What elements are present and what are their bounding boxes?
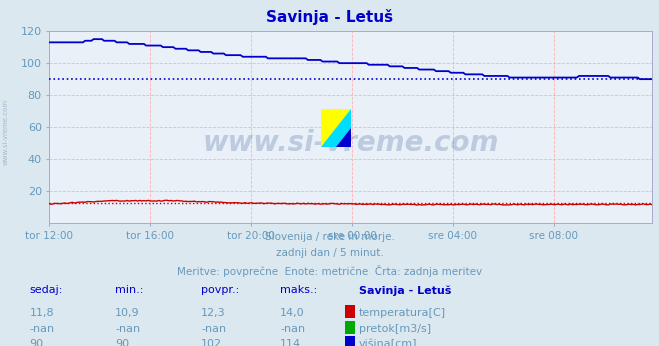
Text: sedaj:: sedaj: (30, 285, 63, 295)
Text: temperatura[C]: temperatura[C] (359, 308, 446, 318)
Text: 114: 114 (280, 339, 301, 346)
Text: višina[cm]: višina[cm] (359, 339, 418, 346)
Text: -nan: -nan (201, 324, 226, 334)
Text: www.si-vreme.com: www.si-vreme.com (2, 98, 9, 165)
Text: 14,0: 14,0 (280, 308, 304, 318)
Text: Savinja - Letuš: Savinja - Letuš (266, 9, 393, 25)
Text: -nan: -nan (280, 324, 305, 334)
Text: Savinja - Letuš: Savinja - Letuš (359, 285, 451, 296)
Text: 12,3: 12,3 (201, 308, 225, 318)
Text: 90: 90 (30, 339, 43, 346)
Text: 90: 90 (115, 339, 129, 346)
Text: 10,9: 10,9 (115, 308, 140, 318)
Text: maks.:: maks.: (280, 285, 318, 295)
Text: min.:: min.: (115, 285, 144, 295)
Text: www.si-vreme.com: www.si-vreme.com (203, 128, 499, 156)
Polygon shape (321, 109, 351, 147)
Text: pretok[m3/s]: pretok[m3/s] (359, 324, 431, 334)
Text: -nan: -nan (30, 324, 55, 334)
Polygon shape (335, 128, 351, 147)
Text: zadnji dan / 5 minut.: zadnji dan / 5 minut. (275, 248, 384, 258)
Text: 102: 102 (201, 339, 222, 346)
Text: 11,8: 11,8 (30, 308, 54, 318)
Polygon shape (321, 109, 351, 147)
Text: -nan: -nan (115, 324, 140, 334)
Text: povpr.:: povpr.: (201, 285, 239, 295)
Text: Meritve: povprečne  Enote: metrične  Črta: zadnja meritev: Meritve: povprečne Enote: metrične Črta:… (177, 265, 482, 277)
Text: Slovenija / reke in morje.: Slovenija / reke in morje. (264, 232, 395, 242)
